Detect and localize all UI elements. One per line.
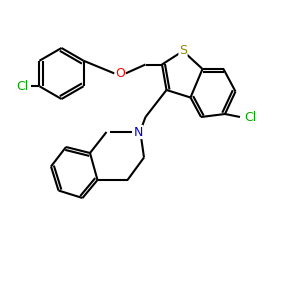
Text: Cl: Cl [17, 80, 29, 93]
Text: Cl: Cl [244, 111, 257, 124]
Text: S: S [179, 44, 187, 58]
Text: N: N [133, 125, 143, 139]
Text: O: O [115, 67, 125, 80]
